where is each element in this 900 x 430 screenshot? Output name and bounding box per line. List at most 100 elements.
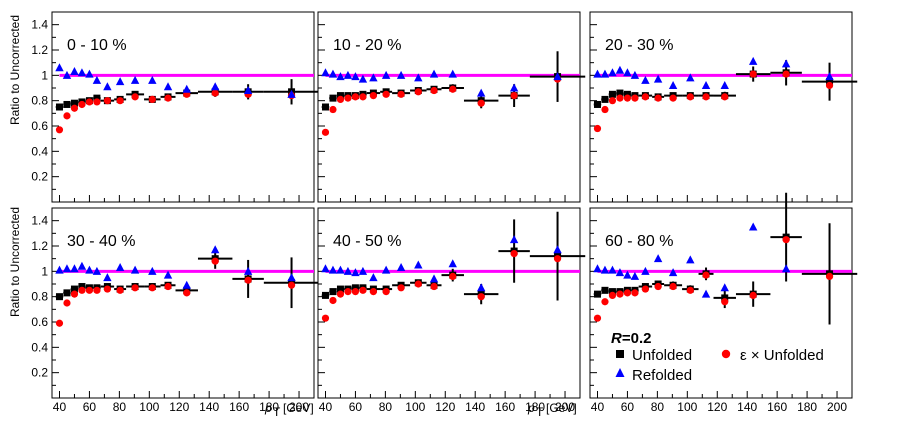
refolded-point xyxy=(653,254,663,263)
eff-point xyxy=(164,94,172,102)
unfolded-point xyxy=(351,284,359,292)
eff-point xyxy=(359,93,367,101)
eff-point xyxy=(211,89,219,97)
refolded-point xyxy=(351,268,360,277)
unfolded-point xyxy=(826,78,834,86)
eff-point xyxy=(131,93,139,101)
refolded-point xyxy=(668,268,678,277)
panel-frame xyxy=(589,11,853,203)
eff-point xyxy=(382,288,390,296)
refolded-point xyxy=(328,265,338,274)
eff-point xyxy=(593,314,602,322)
legend-title-val: =0.2 xyxy=(622,330,652,347)
refolded-point xyxy=(720,283,729,292)
unfolded-point xyxy=(593,100,601,108)
eff-point xyxy=(782,236,790,244)
eff-point xyxy=(608,97,617,105)
eff-point xyxy=(336,290,345,298)
panel-1: 0.2 0.4 0.6 0.8 1 1.2 1.4 0 - 10 % xyxy=(31,11,320,203)
eff-point xyxy=(103,285,111,293)
refolded-point xyxy=(781,59,791,68)
unfolded-point xyxy=(616,89,624,97)
refolded-point xyxy=(748,222,758,231)
eff-point xyxy=(63,112,71,120)
refolded-point xyxy=(70,264,79,273)
unfolded-point xyxy=(55,293,63,301)
refolded-point xyxy=(287,89,296,98)
eff-point xyxy=(430,86,438,95)
legend-refolded-marker xyxy=(615,368,625,377)
eff-point xyxy=(641,93,649,101)
eff-point xyxy=(702,271,710,279)
refolded-point xyxy=(686,255,695,264)
eff-point xyxy=(116,97,124,105)
refolded-point xyxy=(429,69,439,78)
refolded-point xyxy=(182,280,191,289)
refolded-point xyxy=(369,273,378,282)
unfolded-point xyxy=(601,286,609,294)
x-axis-title-left-p: p xyxy=(264,401,272,415)
refolded-point xyxy=(115,263,125,272)
eff-point xyxy=(397,90,405,98)
refolded-point xyxy=(701,289,711,298)
eff-point xyxy=(321,128,330,136)
centrality-label: 30 - 40 % xyxy=(67,233,135,250)
x-tick-label: 40 xyxy=(319,400,333,414)
panel-frame xyxy=(589,207,853,399)
eff-point xyxy=(397,284,405,292)
eff-point xyxy=(344,94,352,102)
x-axis-title-middle: p T [GeV] xyxy=(527,401,577,419)
eff-point xyxy=(623,94,632,102)
x-tick-label: 100 xyxy=(677,400,697,414)
refolded-point xyxy=(358,74,368,83)
eff-point xyxy=(93,98,101,106)
refolded-point xyxy=(600,265,610,274)
unfolded-point xyxy=(321,103,329,111)
unfolded-point xyxy=(321,291,329,299)
refolded-point xyxy=(608,265,617,274)
unfolded-point xyxy=(63,100,71,108)
y-tick-label: 1 xyxy=(41,264,48,278)
refolded-point xyxy=(163,270,173,279)
eff-point xyxy=(601,298,609,306)
eff-point xyxy=(116,286,124,294)
panel-frame xyxy=(317,207,581,399)
refolded-point xyxy=(163,82,173,91)
x-tick-label: 80 xyxy=(379,400,393,414)
eff-point xyxy=(477,99,485,107)
panel-5: 40 60 80 100 120 140 160 180 200 40 - 50 % xyxy=(317,207,586,414)
unfolded-point xyxy=(329,288,337,296)
x-tick-label: 180 xyxy=(797,400,817,414)
legend: R=0.2 Unfolded ε × Unfolded Refolded xyxy=(611,330,824,384)
refolded-point xyxy=(358,266,368,275)
x-axis-title-left-unit: [GeV] xyxy=(283,401,314,415)
x-axis-title-middle-unit: [GeV] xyxy=(546,401,577,415)
y-tick-label: 0.4 xyxy=(31,144,48,158)
refolded-point xyxy=(55,265,64,274)
legend-title-r: R xyxy=(611,330,622,347)
x-tick-label: 100 xyxy=(405,400,425,414)
eff-point xyxy=(85,98,94,106)
refolded-point xyxy=(476,283,486,292)
refolded-point xyxy=(321,68,330,77)
eff-point xyxy=(211,257,219,265)
unfolded-point xyxy=(601,95,609,103)
eff-point xyxy=(55,319,64,327)
y-axis-title-bottom: Ratio to Uncorrected xyxy=(8,207,22,317)
eff-point xyxy=(702,93,710,101)
refolded-point xyxy=(343,70,353,79)
refolded-point xyxy=(615,268,625,277)
refolded-point xyxy=(85,69,94,78)
centrality-label: 40 - 50 % xyxy=(333,233,401,250)
x-tick-label: 80 xyxy=(651,400,665,414)
refolded-point xyxy=(600,69,610,78)
x-tick-label: 160 xyxy=(229,400,249,414)
x-tick-label: 40 xyxy=(53,400,67,414)
x-tick-label: 100 xyxy=(139,400,159,414)
x-tick-label: 120 xyxy=(707,400,727,414)
eff-point xyxy=(430,282,438,291)
eff-point xyxy=(669,94,677,102)
y-tick-label: 0.8 xyxy=(31,290,48,304)
y-tick-label: 1.4 xyxy=(31,18,48,32)
eff-point xyxy=(183,289,191,297)
